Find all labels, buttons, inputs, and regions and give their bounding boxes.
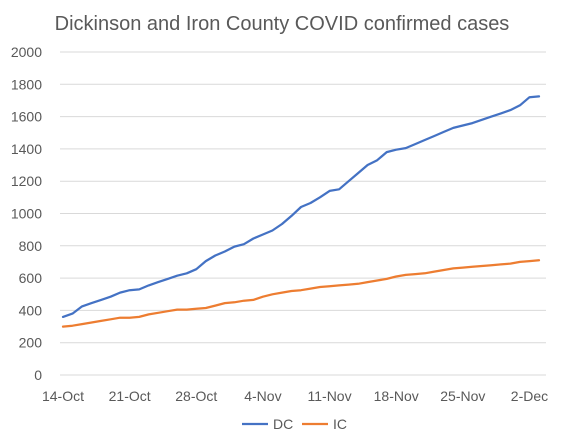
legend-item-ic: IC — [302, 416, 347, 432]
gridlines — [60, 51, 546, 344]
x-tick-label: 2-Dec — [511, 388, 548, 404]
y-tick-label: 1200 — [11, 173, 42, 189]
legend-label: DC — [273, 416, 293, 432]
series-layer — [61, 95, 541, 328]
x-tick-label: 11-Nov — [308, 388, 352, 404]
y-tick-label: 1600 — [11, 109, 42, 125]
legend-item-dc: DC — [242, 416, 293, 432]
series-line-ic — [61, 259, 541, 328]
x-tick-label: 28-Oct — [175, 388, 217, 404]
series-line-dc — [61, 95, 541, 319]
chart-title: Dickinson and Iron County COVID confirme… — [55, 13, 510, 35]
legend-label: IC — [333, 416, 347, 432]
y-tick-label: 600 — [19, 270, 43, 286]
x-tick-label: 14-Oct — [42, 388, 84, 404]
y-tick-label: 2000 — [11, 44, 42, 60]
x-tick-label: 4-Nov — [244, 388, 281, 404]
x-tick-label: 18-Nov — [374, 388, 419, 404]
y-axis-ticks: 0 200 400 600 800 1000 1200 1400 1600 1800 2000 — [11, 44, 42, 383]
y-tick-label: 1000 — [11, 206, 42, 222]
x-tick-label: 21-Oct — [109, 388, 151, 404]
y-tick-label: 400 — [19, 302, 43, 318]
y-tick-label: 0 — [34, 367, 42, 383]
x-axis-ticks: 14-Oct 21-Oct 28-Oct 4-Nov 11-Nov 18-Nov 25-No… — [42, 388, 548, 404]
y-tick-label: 800 — [19, 238, 43, 254]
y-tick-label: 1800 — [11, 76, 42, 92]
y-tick-label: 200 — [19, 335, 43, 351]
y-tick-label: 1400 — [11, 141, 42, 157]
legend: DC IC — [242, 416, 347, 432]
x-tick-label: 25-Nov — [440, 388, 485, 404]
